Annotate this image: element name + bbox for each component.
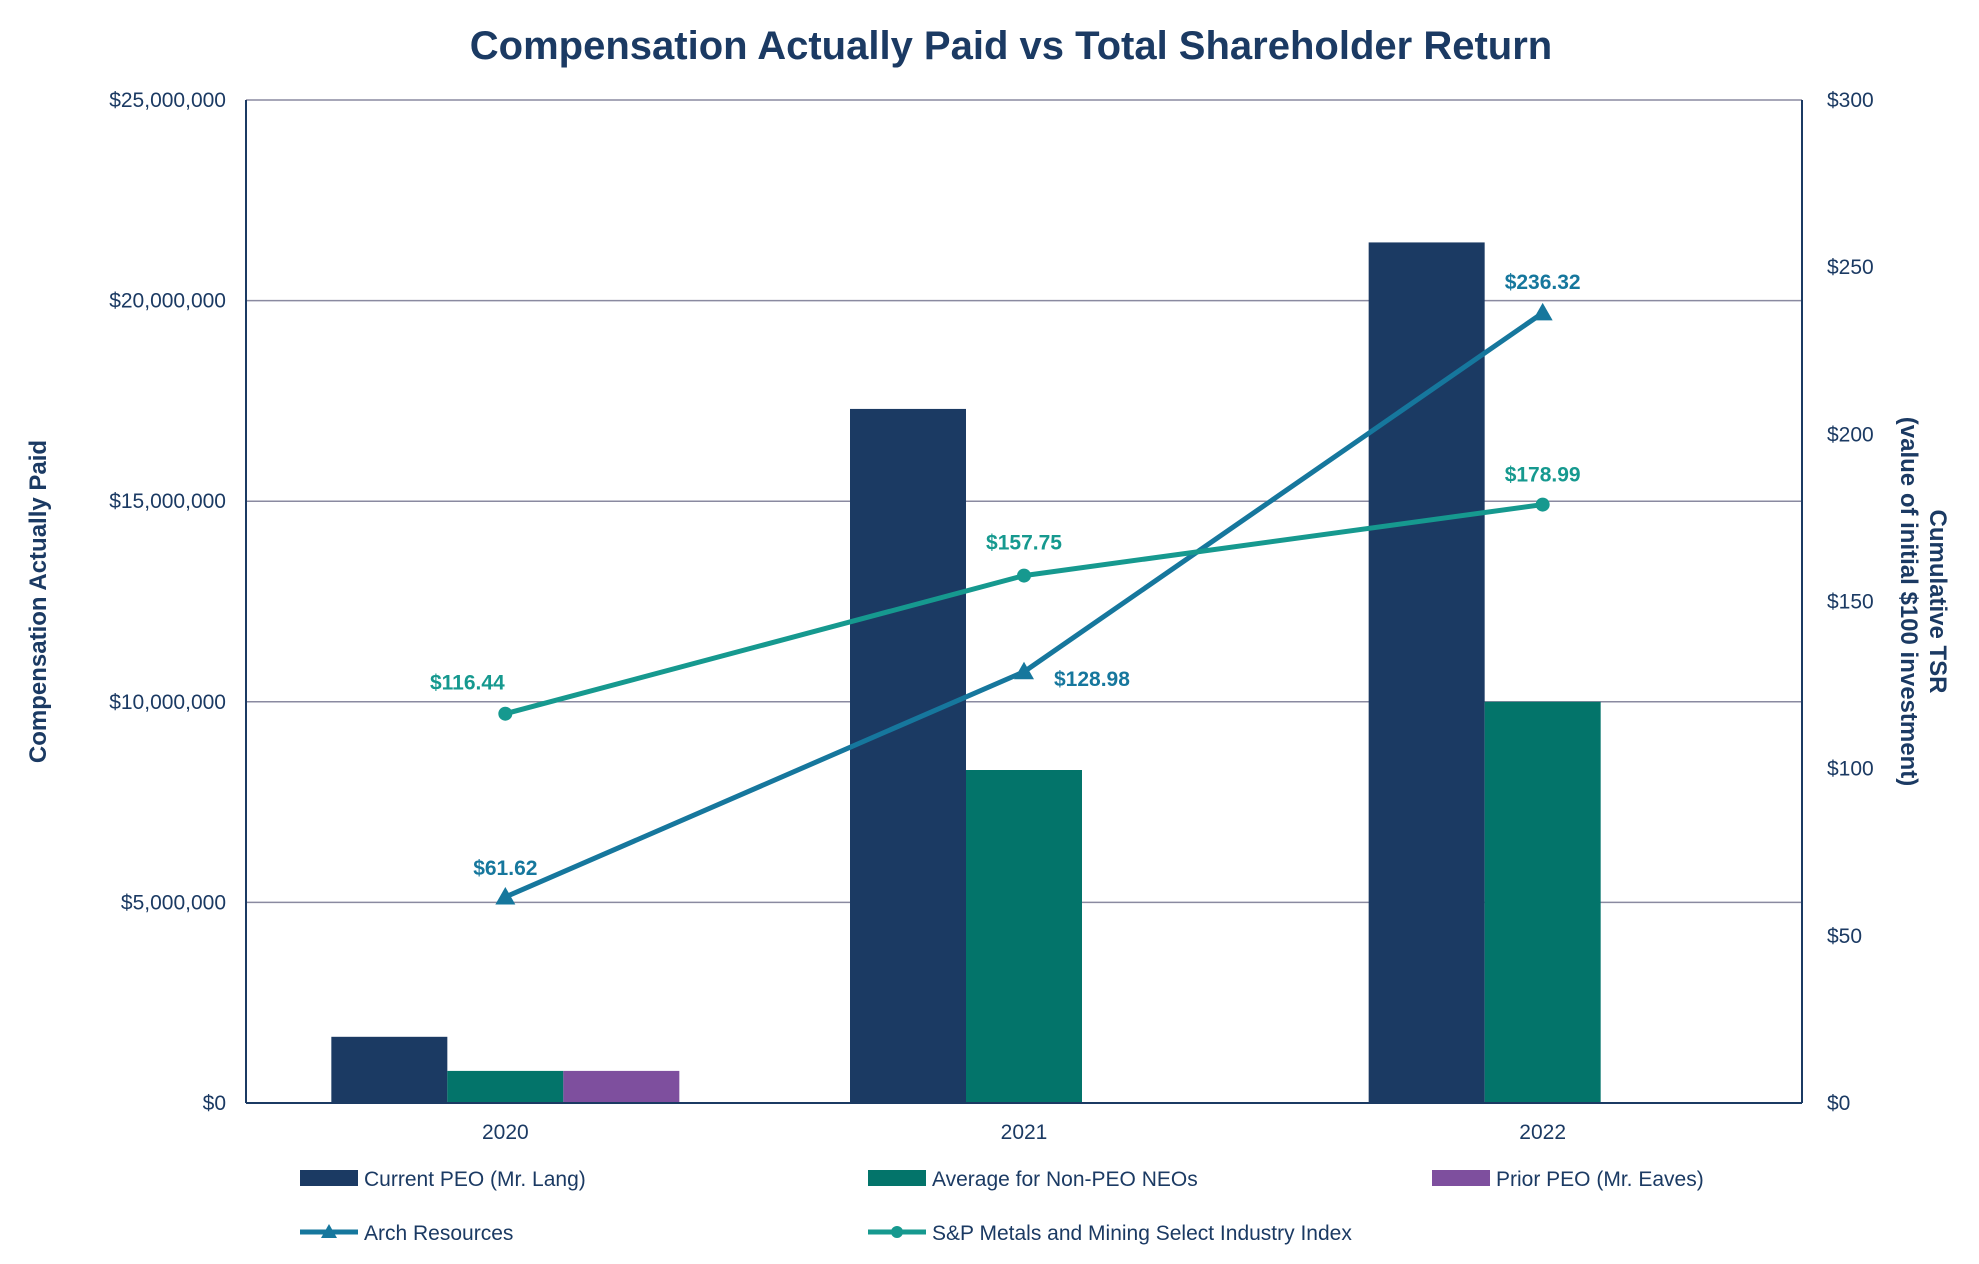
x-tick-label: 2021: [1001, 1121, 1048, 1144]
circle-marker: [1535, 497, 1550, 512]
triangle-marker: [495, 886, 516, 905]
legend-swatch: [1432, 1170, 1490, 1186]
y-tick-label: $25,000,000: [109, 89, 226, 112]
bar: [966, 770, 1082, 1103]
y-tick-label: $0: [203, 1092, 226, 1115]
bar: [447, 1070, 564, 1103]
y-tick-label: $5,000,000: [121, 891, 226, 914]
bar: [563, 1070, 680, 1103]
data-label: $157.75: [986, 532, 1062, 555]
data-label: $128.98: [1054, 668, 1130, 691]
y-axis-title: Compensation Actually Paid: [25, 440, 52, 763]
y2-tick-label: $300: [1827, 89, 1874, 112]
triangle-marker: [1014, 661, 1034, 680]
legend-label: Arch Resources: [364, 1222, 513, 1245]
y2-tick-label: $200: [1827, 423, 1874, 446]
data-label: $178.99: [1505, 464, 1581, 487]
y-tick-label: $10,000,000: [109, 691, 226, 714]
y2-tick-label: $0: [1827, 1092, 1850, 1115]
legend: Current PEO (Mr. Lang) Average for Non-PE…: [300, 1168, 1704, 1245]
legend-swatch: [300, 1170, 358, 1186]
bars: [331, 242, 1601, 1103]
bar: [1368, 242, 1485, 1103]
y2-axis-title: Cumulative TSR: [1924, 509, 1951, 693]
legend-label: Average for Non-PEO NEOs: [932, 1168, 1198, 1191]
x-tick-label: 2020: [482, 1121, 529, 1144]
y2-tick-label: $250: [1827, 256, 1874, 279]
data-label: $116.44: [430, 672, 505, 695]
circle-marker: [1017, 568, 1031, 583]
circle-marker: [891, 1226, 903, 1238]
bar: [331, 1036, 448, 1103]
triangle-marker: [1532, 302, 1553, 321]
y-tick-label: $15,000,000: [109, 490, 226, 513]
data-labels: $61.62 $128.98 $236.32 $116.44 $157.75 $178.9…: [430, 271, 1581, 880]
bar: [850, 408, 966, 1103]
y2-tick-label: $50: [1827, 925, 1862, 948]
y2-axis-subtitle: (value of initial $100 investment): [1895, 417, 1922, 786]
x-tick-label: 2022: [1519, 1121, 1566, 1144]
legend-swatch: [868, 1170, 926, 1186]
data-label: $236.32: [1505, 271, 1581, 294]
legend-label: S&P Metals and Mining Select Industry In…: [932, 1222, 1352, 1245]
data-label: $61.62: [473, 857, 537, 880]
legend-label: Current PEO (Mr. Lang): [364, 1168, 586, 1191]
triangle-marker: [321, 1224, 337, 1238]
axes: $0 $5,000,000 $10,000,000 $15,000,000 $20,00…: [25, 89, 1951, 1144]
legend-label: Prior PEO (Mr. Eaves): [1496, 1168, 1704, 1191]
circle-marker: [498, 706, 513, 721]
chart-title: Compensation Actually Paid vs Total Shar…: [470, 24, 1552, 68]
y-tick-label: $20,000,000: [109, 290, 226, 313]
tsr-lines: [495, 302, 1553, 905]
y2-tick-label: $150: [1827, 591, 1874, 614]
bar: [1484, 701, 1601, 1103]
y2-tick-label: $100: [1827, 758, 1874, 781]
